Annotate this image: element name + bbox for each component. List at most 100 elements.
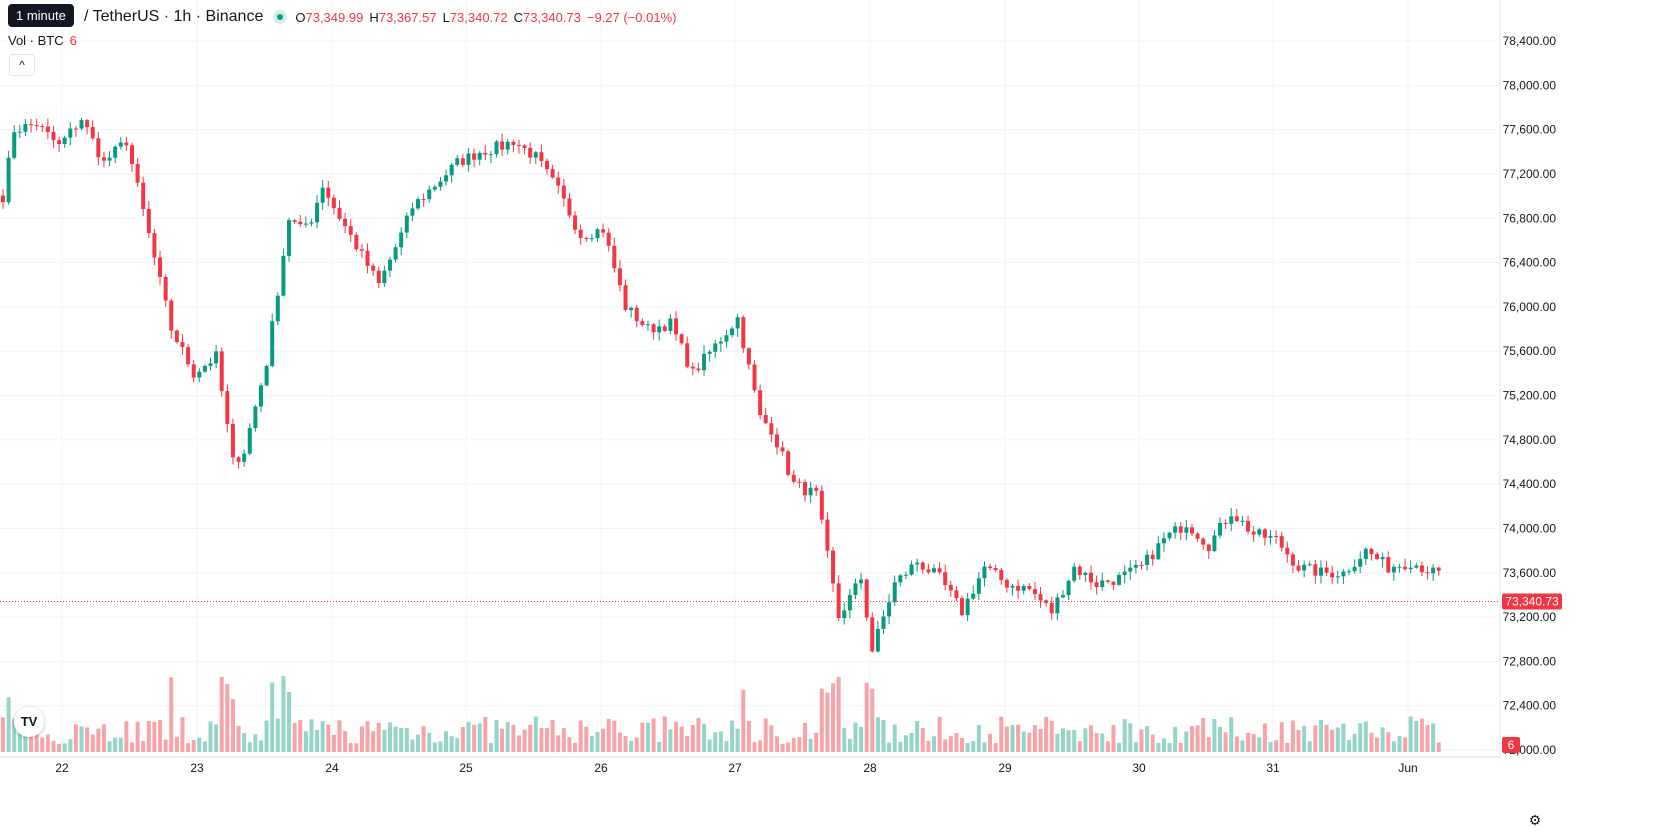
candle-body (382, 270, 387, 284)
volume-bar (1201, 718, 1206, 752)
candle-body (1122, 571, 1127, 575)
volume-bar (1060, 728, 1065, 752)
volume-bar (29, 736, 34, 752)
candle-body (500, 141, 505, 150)
candle-body (550, 169, 555, 178)
volume-bar (320, 721, 325, 752)
price-tick-label: 78,400.00 (1503, 34, 1557, 48)
volume-bar (1167, 742, 1172, 752)
candle-body (410, 208, 415, 216)
candle-body (444, 175, 449, 182)
candle-body (1335, 576, 1340, 578)
candle-body (875, 628, 880, 652)
volume-bar (1419, 718, 1424, 752)
price-tick-label: 77,200.00 (1503, 167, 1557, 181)
candle-body (45, 126, 50, 133)
tradingview-logo[interactable]: TV (14, 707, 44, 737)
candle-body (68, 128, 73, 138)
volume-bar (1391, 741, 1396, 752)
volume-bar (1285, 742, 1290, 752)
symbol-title[interactable]: / TetherUS · 1h · Binance (84, 8, 264, 25)
volume-bar (253, 734, 258, 752)
candle-body (657, 326, 662, 333)
candle-body (483, 152, 488, 155)
volume-bar (752, 742, 757, 752)
volume-bar (1431, 723, 1436, 752)
change-value: −9.27 (−0.01%) (586, 9, 677, 25)
volume-bar (612, 720, 617, 752)
volume-bar (1139, 729, 1144, 752)
time-tick-label: 23 (190, 761, 204, 775)
market-status-icon[interactable] (273, 10, 288, 24)
volume-bar (1375, 737, 1380, 752)
candle-body (1318, 567, 1323, 576)
candle-body (573, 215, 578, 230)
volume-bar (1335, 727, 1340, 752)
volume-bar (713, 732, 718, 752)
last-price-label: 73,340.73 (1505, 594, 1559, 608)
volume-bar (556, 735, 561, 752)
candle-body (135, 164, 140, 183)
volume-bar (1133, 742, 1138, 752)
volume-bar (449, 736, 454, 752)
candle-body (556, 177, 561, 186)
volume-bar (589, 735, 594, 752)
close-value: C73,340.73 (513, 9, 581, 25)
volume-bar (606, 718, 611, 752)
volume-bar (387, 722, 392, 752)
chart-settings-icon[interactable]: ⚙ (1528, 812, 1542, 828)
candle-body (1032, 589, 1037, 595)
volume-bar (101, 724, 106, 752)
volume-bar (640, 722, 645, 752)
candle-body (1352, 566, 1357, 572)
volume-bar (472, 724, 477, 752)
candle-body (152, 233, 157, 258)
volume-bar (163, 739, 168, 752)
volume-bar (1358, 723, 1363, 752)
volume-bar (57, 743, 62, 752)
candle-body (40, 126, 45, 128)
volume-bar (707, 739, 712, 752)
volume-bar (1386, 732, 1391, 752)
volume-bar (1347, 740, 1351, 752)
volume-bar (68, 739, 73, 752)
candle-body (943, 572, 948, 585)
candle-body (685, 343, 690, 367)
candle-body (387, 259, 392, 271)
candle-body (1408, 567, 1413, 570)
volume-bar (376, 722, 381, 752)
volume-bar (702, 723, 707, 752)
candle-body (124, 142, 129, 146)
volume-bar (1408, 716, 1413, 752)
volume-bar (410, 739, 415, 752)
candle-body (965, 598, 970, 616)
volume-bar (1184, 731, 1189, 752)
volume-bar (1341, 723, 1346, 752)
candle-body (455, 158, 460, 165)
candle-body (1229, 516, 1234, 524)
volume-bar (6, 697, 11, 752)
volume-bar (1403, 737, 1408, 752)
volume-bar (786, 742, 791, 752)
time-tick-label: 28 (863, 761, 877, 775)
candle-body (859, 579, 864, 584)
price-tick-label: 76,400.00 (1503, 256, 1557, 270)
volume-bar (1246, 732, 1251, 752)
candle-body (1234, 516, 1239, 521)
candle-body (12, 132, 17, 158)
volume-bar (17, 724, 22, 752)
volume-bar (1234, 736, 1239, 752)
volume-bar (567, 737, 572, 752)
candle-body (892, 582, 897, 603)
candle-body (34, 125, 39, 127)
volume-bar (292, 722, 297, 752)
collapse-legend-button[interactable]: ^ (9, 54, 35, 76)
volume-bar (1307, 741, 1312, 752)
candle-body (920, 562, 925, 570)
candle-body (230, 424, 235, 458)
candle-body (864, 579, 869, 618)
volume-bar (1223, 732, 1228, 752)
volume-bar (724, 741, 729, 752)
candle-body (1369, 548, 1374, 555)
